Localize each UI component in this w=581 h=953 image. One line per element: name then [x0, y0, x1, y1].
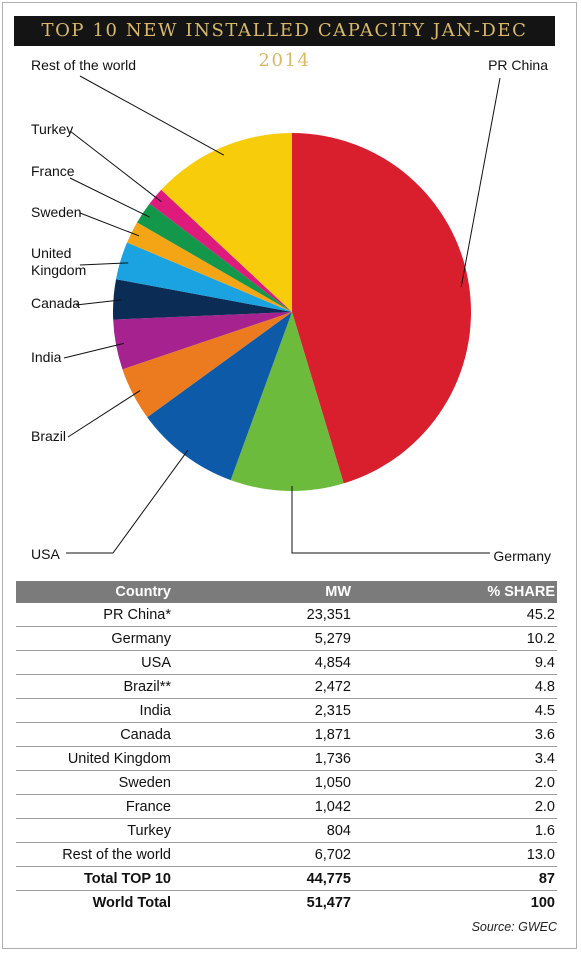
slice-label: United Kingdom: [31, 245, 86, 278]
slice-label: France: [31, 163, 75, 179]
mw-cell: 2,472: [171, 674, 351, 699]
pie-slice-brazil: [122, 312, 293, 418]
leader-line: [75, 299, 122, 306]
share-cell: 10.2: [351, 626, 557, 651]
country-cell: Sweden: [16, 770, 171, 795]
pie-slice-rest-of-the-world: [161, 133, 292, 312]
mw-cell: 1,050: [171, 770, 351, 795]
table-row: PR China* 23,351 45.2: [16, 603, 557, 627]
slice-label: PR China: [488, 57, 548, 73]
source-note: Source: GWEC: [471, 920, 557, 934]
country-cell: USA: [16, 650, 171, 675]
leader-line: [66, 449, 189, 554]
pie-slice-germany: [230, 312, 344, 492]
leader-line: [67, 390, 141, 438]
mw-cell: 23,351: [171, 603, 351, 627]
pie-slice-pr-china: [292, 133, 472, 484]
mw-cell: 1,042: [171, 794, 351, 819]
share-cell: 4.5: [351, 698, 557, 723]
pie-slice-usa: [147, 312, 292, 481]
chart-title: TOP 10 NEW INSTALLED CAPACITY JAN-DEC 20…: [14, 16, 555, 71]
pie-slice-canada: [113, 279, 292, 320]
pie-slice-united-kingdom: [116, 242, 292, 312]
header-share: % SHARE: [351, 581, 557, 603]
header-mw: MW: [171, 581, 351, 603]
mw-cell: 6,702: [171, 842, 351, 867]
pie-chart: PR China Germany USA Brazil India Canada Unite…: [31, 57, 551, 564]
slice-label: USA: [31, 546, 60, 562]
leader-line: [79, 212, 140, 237]
country-cell: Total TOP 10: [16, 866, 171, 891]
mw-cell: 1,736: [171, 746, 351, 771]
share-cell: 13.0: [351, 842, 557, 867]
share-cell: 2.0: [351, 794, 557, 819]
mw-cell: 51,477: [306, 894, 351, 911]
share-cell: 100: [530, 894, 555, 911]
country-cell: World Total: [92, 894, 171, 911]
slice-label: Brazil: [31, 428, 66, 444]
slice-label: Rest of the world: [31, 57, 136, 73]
mw-cell: 4,854: [171, 650, 351, 675]
share-cell: 87: [351, 866, 557, 891]
share-cell: 9.4: [351, 650, 557, 675]
total-row: Total TOP 10 44,775 87: [16, 866, 557, 891]
slice-label: Canada: [31, 295, 80, 311]
pie-slice-india: [113, 312, 293, 370]
share-cell: 1.6: [351, 818, 557, 843]
leader-line: [460, 77, 501, 288]
total-row: World Total 51,477 100: [16, 891, 557, 915]
country-cell: Germany: [16, 626, 171, 651]
country-cell: Turkey: [16, 818, 171, 843]
header-country: Country: [16, 581, 171, 603]
table-row: Canada 1,871 3.6: [16, 722, 557, 747]
table-row: Germany 5,279 10.2: [16, 626, 557, 651]
country-cell: Brazil**: [16, 674, 171, 699]
share-cell: 45.2: [351, 603, 557, 627]
country-cell: India: [16, 698, 171, 723]
slice-label: India: [31, 349, 62, 365]
leader-line: [69, 130, 162, 203]
country-cell: PR China*: [16, 603, 171, 627]
table-row: Turkey 804 1.6: [16, 818, 557, 843]
table-row: India 2,315 4.5: [16, 698, 557, 723]
mw-cell: 804: [171, 818, 351, 843]
pie-slice-france: [137, 203, 292, 312]
slice-label: Sweden: [31, 204, 82, 220]
table-header-row: Country MW % SHARE: [16, 581, 557, 603]
leader-line: [69, 177, 150, 218]
share-cell: 2.0: [351, 770, 557, 795]
table-row: France 1,042 2.0: [16, 794, 557, 819]
mw-cell: 1,871: [171, 722, 351, 747]
mw-cell: 2,315: [171, 698, 351, 723]
mw-cell: 44,775: [171, 866, 351, 891]
country-cell: Canada: [16, 722, 171, 747]
slice-label: Germany: [493, 548, 551, 564]
leader-line: [63, 342, 125, 359]
table-body: PR China* 23,351 45.2 Germany 5,279 10.2 USA 4,…: [16, 603, 557, 914]
table-row: United Kingdom 1,736 3.4: [16, 746, 557, 771]
share-cell: 4.8: [351, 674, 557, 699]
table-row: USA 4,854 9.4: [16, 650, 557, 675]
country-cell: United Kingdom: [16, 746, 171, 771]
share-cell: 3.6: [351, 722, 557, 747]
table-row: Sweden 1,050 2.0: [16, 770, 557, 795]
share-cell: 3.4: [351, 746, 557, 771]
country-cell: France: [16, 794, 171, 819]
data-table: Country MW % SHARE PR China* 23,351 45.2 Ge…: [16, 581, 557, 914]
country-cell: Rest of the world: [16, 842, 171, 867]
slice-label: Turkey: [31, 121, 73, 137]
pie-slice-turkey: [149, 189, 292, 312]
leader-line: [79, 262, 129, 266]
table-row: Rest of the world 6,702 13.0: [16, 842, 557, 867]
pie-slice-sweden: [127, 222, 292, 312]
leader-line: [291, 486, 490, 554]
table-row: Brazil** 2,472 4.8: [16, 674, 557, 699]
leader-line: [79, 75, 225, 156]
mw-cell: 5,279: [171, 626, 351, 651]
